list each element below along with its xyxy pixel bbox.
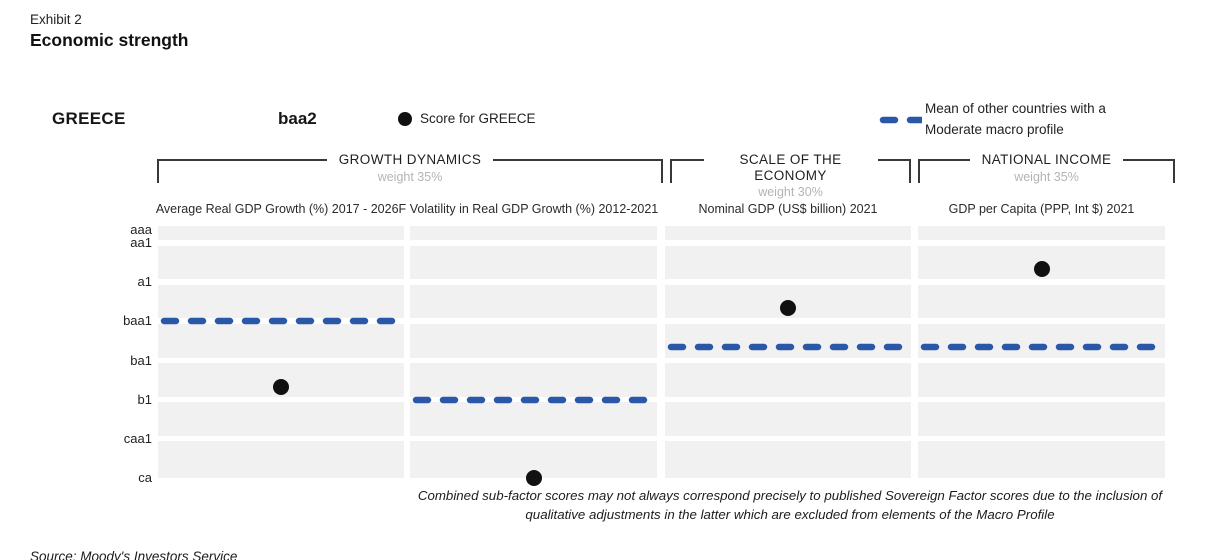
group-title: SCALE OF THE ECONOMY [739, 152, 842, 183]
y-axis-tick: caa1 [123, 430, 152, 446]
bracket-line [159, 159, 327, 161]
bracket-line [877, 159, 909, 161]
score-dot-legend-icon [398, 112, 412, 126]
bracket-right [661, 159, 663, 183]
y-axis-tick: aaa [130, 222, 152, 237]
y-axis-tick: ca [138, 469, 152, 485]
group-weight: weight 35% [377, 169, 443, 184]
bracket-right [1173, 159, 1176, 183]
chart-column-gdp-per-capita [918, 224, 1165, 478]
group-header-national-income: NATIONAL INCOME weight 35% [918, 152, 1176, 188]
bracket-right [909, 159, 911, 183]
greece-score-dot [780, 300, 796, 317]
mean-dashed-line [412, 396, 656, 403]
source-line: Source: Moody's Investors Service [30, 549, 238, 560]
bracket-line [672, 159, 704, 161]
greece-score-dot [525, 469, 542, 486]
country-name: GREECE [52, 109, 126, 128]
group-header-growth-dynamics: GROWTH DYNAMICS weight 35% [157, 152, 663, 188]
group-weight: weight 35% [1014, 169, 1079, 184]
mean-dashed-line [920, 344, 1164, 351]
mean-dashed-line [160, 318, 403, 325]
group-weight: weight 30% [758, 185, 823, 200]
mean-dashed-line [667, 344, 910, 351]
bracket-line [920, 159, 970, 161]
greece-score-dot [273, 378, 289, 395]
chart-column-gdp-volatility [410, 224, 657, 486]
page-title: Economic strength [30, 30, 189, 50]
y-axis-tick: a1 [137, 274, 152, 290]
country-overall-score: baa2 [278, 109, 317, 128]
mean-dash-legend-icon [879, 116, 922, 124]
bracket-left [670, 159, 672, 183]
y-axis-tick: ba1 [130, 352, 152, 368]
exhibit-number: Exhibit 2 [30, 12, 82, 27]
bracket-left [157, 159, 159, 183]
subfactor-label-gdp-volatility: Volatility in Real GDP Growth (%) 2012-2… [409, 202, 659, 217]
group-title: NATIONAL INCOME [981, 152, 1112, 167]
greece-score-dot [1033, 261, 1050, 278]
y-axis-tick: aa1 [130, 235, 152, 251]
group-header-scale-of-economy: SCALE OF THE ECONOMY weight 30% [670, 152, 911, 199]
subfactor-label-nominal-gdp: Nominal GDP (US$ billion) 2021 [698, 202, 878, 217]
legend-mean-label: Mean of other countries with a Moderate … [925, 101, 1106, 137]
bracket-left [918, 159, 920, 183]
bracket-line [1123, 159, 1174, 161]
subfactor-label-gdp-per-capita: GDP per Capita (PPP, Int $) 2021 [948, 202, 1135, 217]
chart-footnote: Combined sub-factor scores may not alway… [417, 488, 1163, 523]
subfactor-label-avg-gdp-growth: Average Real GDP Growth (%) 2017 - 2026F [155, 202, 407, 217]
y-axis-tick: b1 [137, 391, 152, 407]
chart-column-nominal-gdp [665, 224, 911, 478]
chart-column-avg-gdp-growth [158, 224, 404, 478]
group-title: GROWTH DYNAMICS [338, 152, 482, 167]
bracket-line [493, 159, 661, 161]
y-axis-tick: baa1 [123, 313, 152, 329]
legend-score-label: Score for GREECE [420, 111, 536, 126]
